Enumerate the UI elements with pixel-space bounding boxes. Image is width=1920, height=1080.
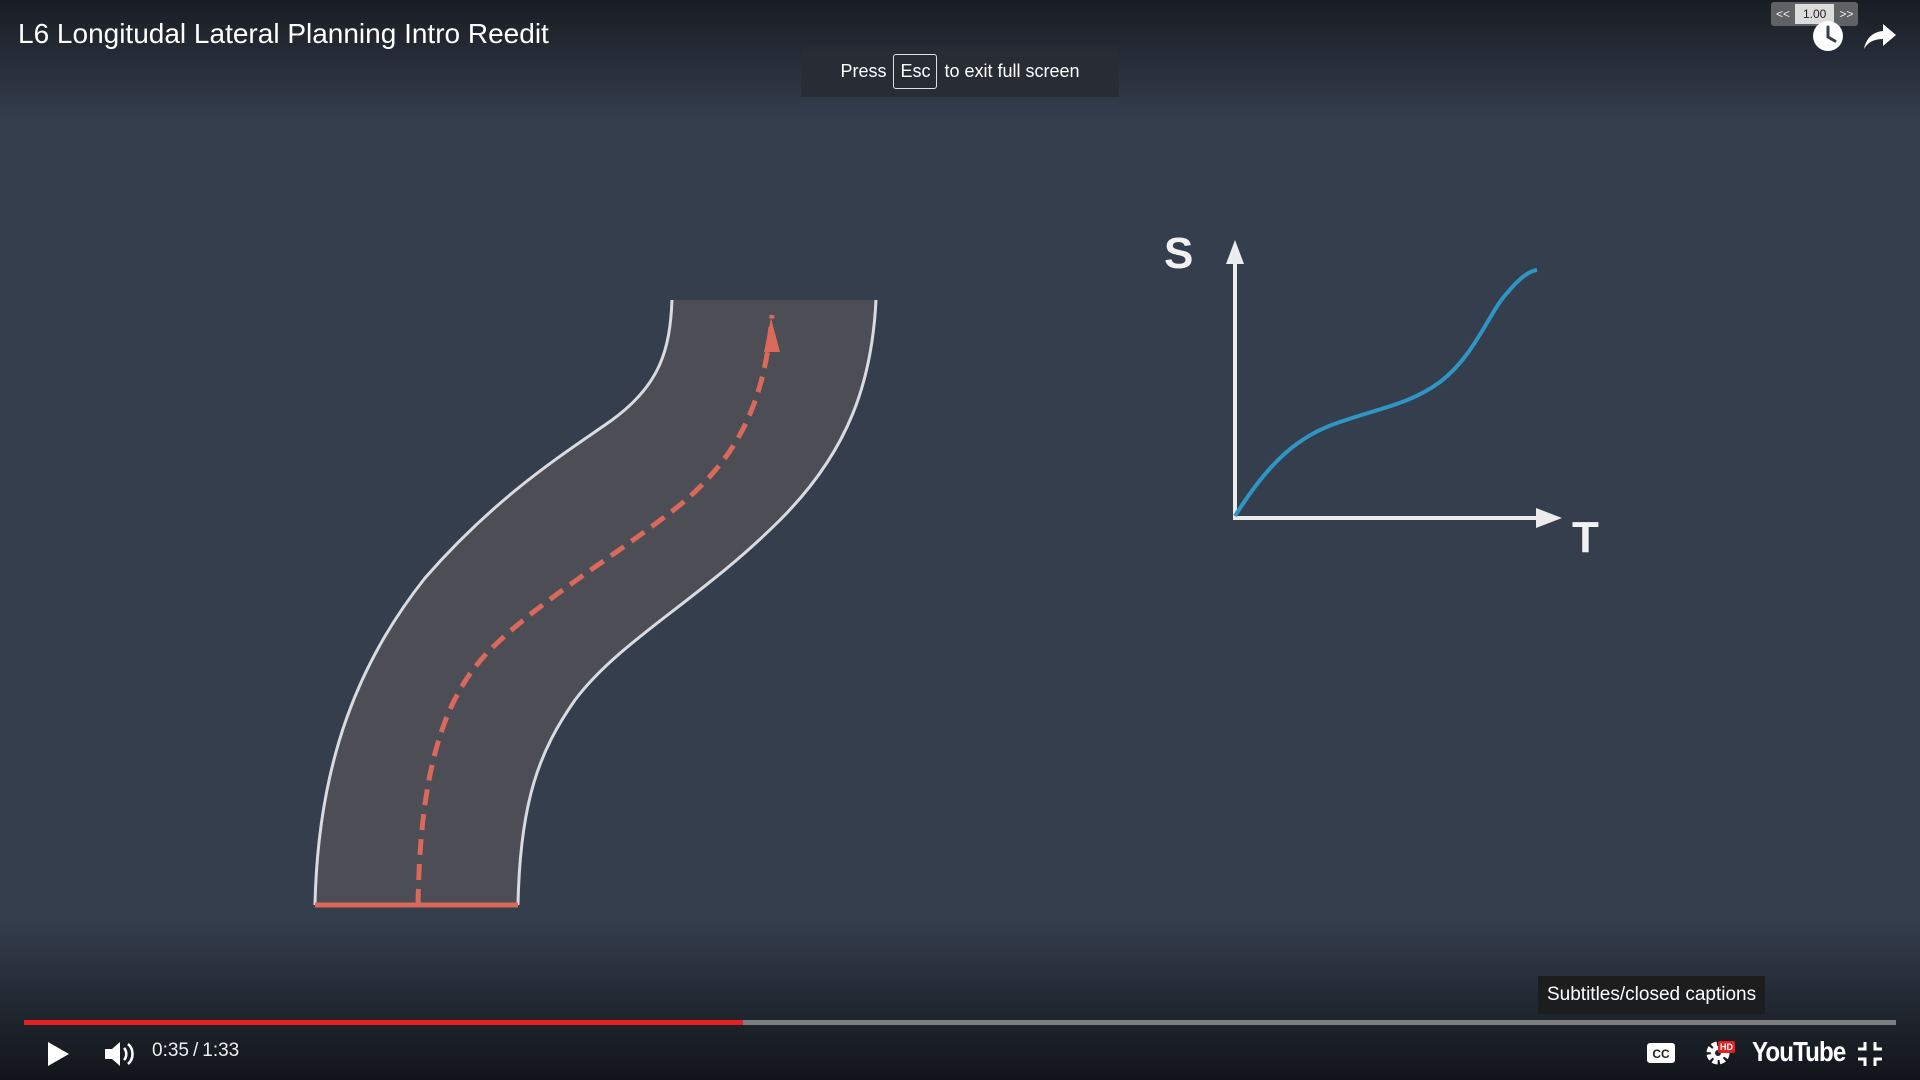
current-time: 0:35	[152, 1040, 189, 1061]
planned-path-dashed	[415, 314, 775, 906]
s-axis-label: S	[1164, 229, 1193, 278]
exit-fullscreen-button[interactable]	[1852, 1036, 1888, 1072]
volume-button[interactable]	[100, 1036, 140, 1072]
road-left-edge	[313, 299, 674, 906]
road-right-edge	[516, 299, 878, 906]
share-button[interactable]	[1862, 18, 1898, 54]
volume-icon	[105, 1042, 134, 1066]
t-axis-arrow	[1536, 508, 1562, 528]
notice-press-text: Press	[840, 60, 887, 81]
t-axis-label: T	[1572, 513, 1599, 562]
time-display: 0:35/1:33	[152, 1040, 239, 1062]
speed-value: 1.00	[1795, 4, 1835, 24]
planned-path-arrow	[764, 318, 780, 352]
speed-increase-button[interactable]: >>	[1839, 7, 1854, 21]
share-icon	[1864, 24, 1896, 49]
speed-decrease-button[interactable]: <<	[1775, 7, 1790, 21]
play-icon	[48, 1042, 69, 1066]
esc-key-badge: Esc	[893, 53, 938, 89]
duration: 1:33	[202, 1040, 240, 1061]
notice-exit-text: to exit full screen	[944, 60, 1080, 81]
watch-later-button[interactable]	[1810, 18, 1846, 54]
play-button[interactable]	[40, 1036, 76, 1072]
svg-text:CC: CC	[1652, 1047, 1670, 1061]
captions-tooltip: Subtitles/closed captions	[1538, 976, 1766, 1014]
road-surface	[315, 300, 876, 905]
video-title[interactable]: L6 Longitudal Lateral Planning Intro Ree…	[18, 18, 549, 49]
exit-fullscreen-icon	[1858, 1042, 1882, 1066]
fullscreen-exit-notice: Press Esc to exit full screen	[801, 45, 1119, 97]
youtube-logo[interactable]: YouTube	[1752, 1036, 1846, 1067]
hd-badge: HD	[1718, 1041, 1735, 1053]
captions-icon: CC	[1647, 1043, 1675, 1063]
captions-button[interactable]: CC	[1644, 1038, 1678, 1068]
s-axis-arrow	[1226, 240, 1244, 264]
progress-played	[24, 1020, 743, 1025]
watch-later-icon	[1813, 21, 1843, 51]
playback-speed-control[interactable]: << 1.00 >>	[1771, 2, 1859, 26]
progress-bar[interactable]	[24, 1020, 1896, 1025]
st-curve	[1233, 268, 1538, 518]
time-separator: /	[192, 1040, 199, 1061]
